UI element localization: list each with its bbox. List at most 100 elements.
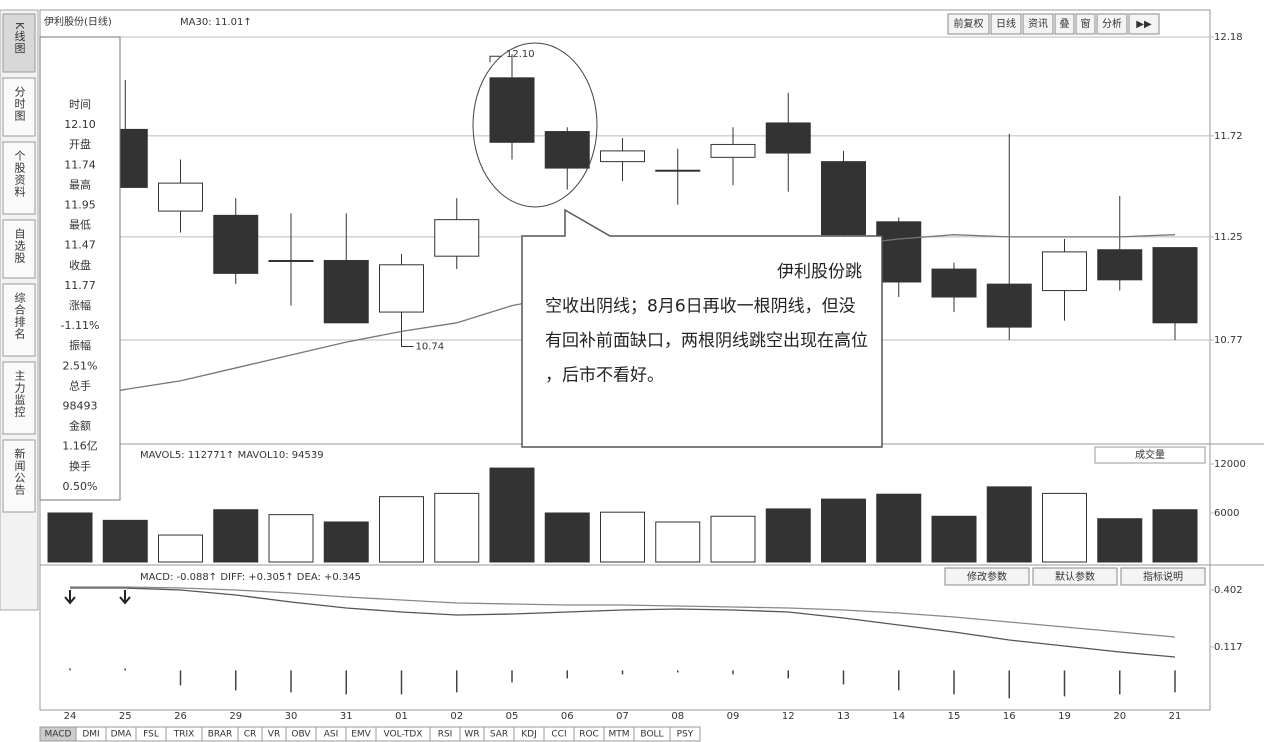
toolbar-button-label[interactable]: 叠	[1060, 18, 1070, 30]
macd-button-label[interactable]: 指标说明	[1143, 570, 1183, 583]
sidebar-tab-label[interactable]: 新闻公告	[13, 447, 26, 496]
sidebar-tab[interactable]	[2, 141, 36, 215]
x-tick-label: 26	[174, 711, 187, 722]
info-item: 涨幅	[69, 299, 91, 312]
candle-body	[323, 259, 369, 324]
candle-body	[213, 214, 259, 274]
diff-line	[70, 587, 1176, 658]
sidebar-tab[interactable]	[2, 439, 36, 513]
volume-bar	[213, 509, 259, 563]
ma-label: MA30: 11.01↑	[180, 17, 252, 28]
volume-bar	[323, 521, 369, 563]
y-tick-label: 12000	[1214, 459, 1246, 470]
info-item: 开盘	[69, 137, 91, 151]
volume-bar	[489, 467, 535, 563]
sidebar-tab[interactable]	[2, 361, 36, 435]
bottom-tab[interactable]	[669, 726, 701, 742]
macd-button-label[interactable]: 默认参数	[1055, 570, 1095, 583]
candle-body	[600, 150, 645, 163]
sidebar-tab-label[interactable]: 分时图	[13, 86, 26, 122]
x-tick-label: 20	[1113, 711, 1126, 722]
bottom-tab-label[interactable]: DMA	[111, 730, 133, 740]
toolbar-button[interactable]	[1054, 13, 1075, 35]
bottom-tab-label[interactable]: VOL-TDX	[384, 730, 423, 740]
volume-menu[interactable]	[1094, 446, 1206, 464]
signal-arrows	[64, 590, 131, 605]
volume-bar	[1042, 492, 1087, 563]
x-tick-label: 16	[1003, 711, 1016, 722]
candle-body	[821, 161, 866, 236]
x-tick-label: 30	[285, 711, 298, 722]
toolbar-button[interactable]	[1022, 13, 1054, 35]
bottom-tab-label[interactable]: WR	[464, 730, 479, 740]
toolbar-button[interactable]	[990, 13, 1022, 35]
candle-body	[765, 122, 811, 154]
bottom-tab-label[interactable]: CR	[244, 730, 257, 740]
volume-bar	[821, 498, 866, 563]
sidebar-tab[interactable]	[2, 77, 36, 137]
sidebar-tab-label[interactable]: 个股资料	[13, 150, 26, 198]
bottom-tab-label[interactable]: BOLL	[640, 730, 663, 740]
x-tick-label: 01	[395, 711, 408, 722]
sidebar-tab[interactable]	[2, 283, 36, 357]
bottom-tab-label[interactable]: DMI	[82, 730, 99, 740]
candle-body	[544, 131, 590, 169]
sidebar-tab-label[interactable]: 综合排名	[13, 291, 26, 340]
bottom-tab-label[interactable]: CCI	[551, 730, 566, 740]
toolbar-button-label[interactable]: 窗	[1081, 17, 1091, 30]
bottom-tab-label[interactable]: TRIX	[173, 730, 195, 740]
volume-bar	[600, 511, 645, 563]
info-panel	[39, 36, 121, 501]
toolbar-button-label[interactable]: 前复权	[954, 17, 984, 30]
macd-button[interactable]	[1120, 567, 1206, 586]
toolbar-button[interactable]	[1128, 13, 1160, 35]
highlight-ellipse	[472, 42, 598, 208]
bottom-tab-label[interactable]: KDJ	[521, 730, 537, 740]
bottom-tab-label[interactable]: SAR	[490, 730, 508, 740]
volume-header: MAVOL5: 112771↑ MAVOL10: 94539	[140, 450, 324, 461]
volume-bar	[158, 534, 203, 563]
macd-button[interactable]	[944, 567, 1030, 586]
volume-bar	[1097, 518, 1143, 563]
bottom-tab-label[interactable]: BRAR	[208, 730, 232, 740]
toolbar-button-label[interactable]: 资讯	[1028, 18, 1048, 30]
bottom-tab-label[interactable]: EMV	[351, 730, 371, 740]
sidebar-tab-label[interactable]: 主力监控	[13, 370, 26, 418]
x-tick-label: 25	[119, 711, 132, 722]
volume-bar	[434, 492, 480, 563]
candle-body	[1042, 251, 1087, 292]
bottom-tab-label[interactable]: VR	[268, 730, 280, 740]
toolbar-button[interactable]	[1075, 13, 1096, 35]
volume-bar	[1152, 509, 1198, 563]
bottom-tab-label[interactable]: OBV	[291, 730, 311, 740]
toolbar-button[interactable]	[1096, 13, 1128, 35]
sidebar-tab[interactable]	[2, 13, 36, 73]
bottom-tab-label[interactable]: RSI	[438, 730, 453, 740]
candle-body	[710, 143, 756, 158]
info-item: 振幅	[69, 338, 91, 352]
info-item: 1.16亿	[62, 440, 98, 453]
volume-bar	[931, 515, 977, 563]
macd-button-label[interactable]: 修改参数	[967, 570, 1007, 583]
bottom-tab-label[interactable]: FSL	[143, 730, 159, 740]
sidebar-tab[interactable]	[2, 219, 36, 279]
toolbar-button[interactable]	[947, 13, 990, 35]
toolbar-button-label[interactable]: 分析	[1102, 17, 1122, 30]
sidebar-tab-label[interactable]: 自选股	[13, 228, 26, 264]
bottom-tab-label[interactable]: MACD	[45, 730, 72, 740]
bottom-tab-label[interactable]: ROC	[579, 730, 599, 740]
bottom-tab-label[interactable]: PSY	[677, 730, 694, 740]
callout-box	[521, 208, 883, 448]
x-tick-label: 12	[782, 711, 795, 722]
volume-bar	[710, 515, 756, 563]
macd-button[interactable]	[1032, 567, 1118, 586]
bottom-tab-label[interactable]: ASI	[324, 730, 339, 740]
y-tick-label: 11.72	[1214, 131, 1243, 142]
toolbar-button-label[interactable]: 日线	[996, 17, 1016, 30]
sidebar-tab-label[interactable]: K线图	[13, 22, 26, 54]
volume-bar	[102, 519, 148, 563]
volume-menu-label[interactable]: 成交量	[1135, 448, 1165, 461]
candle-body	[158, 182, 203, 212]
bottom-tab-label[interactable]: MTM	[608, 730, 629, 740]
toolbar-button-label[interactable]: ▶▶	[1136, 19, 1152, 30]
